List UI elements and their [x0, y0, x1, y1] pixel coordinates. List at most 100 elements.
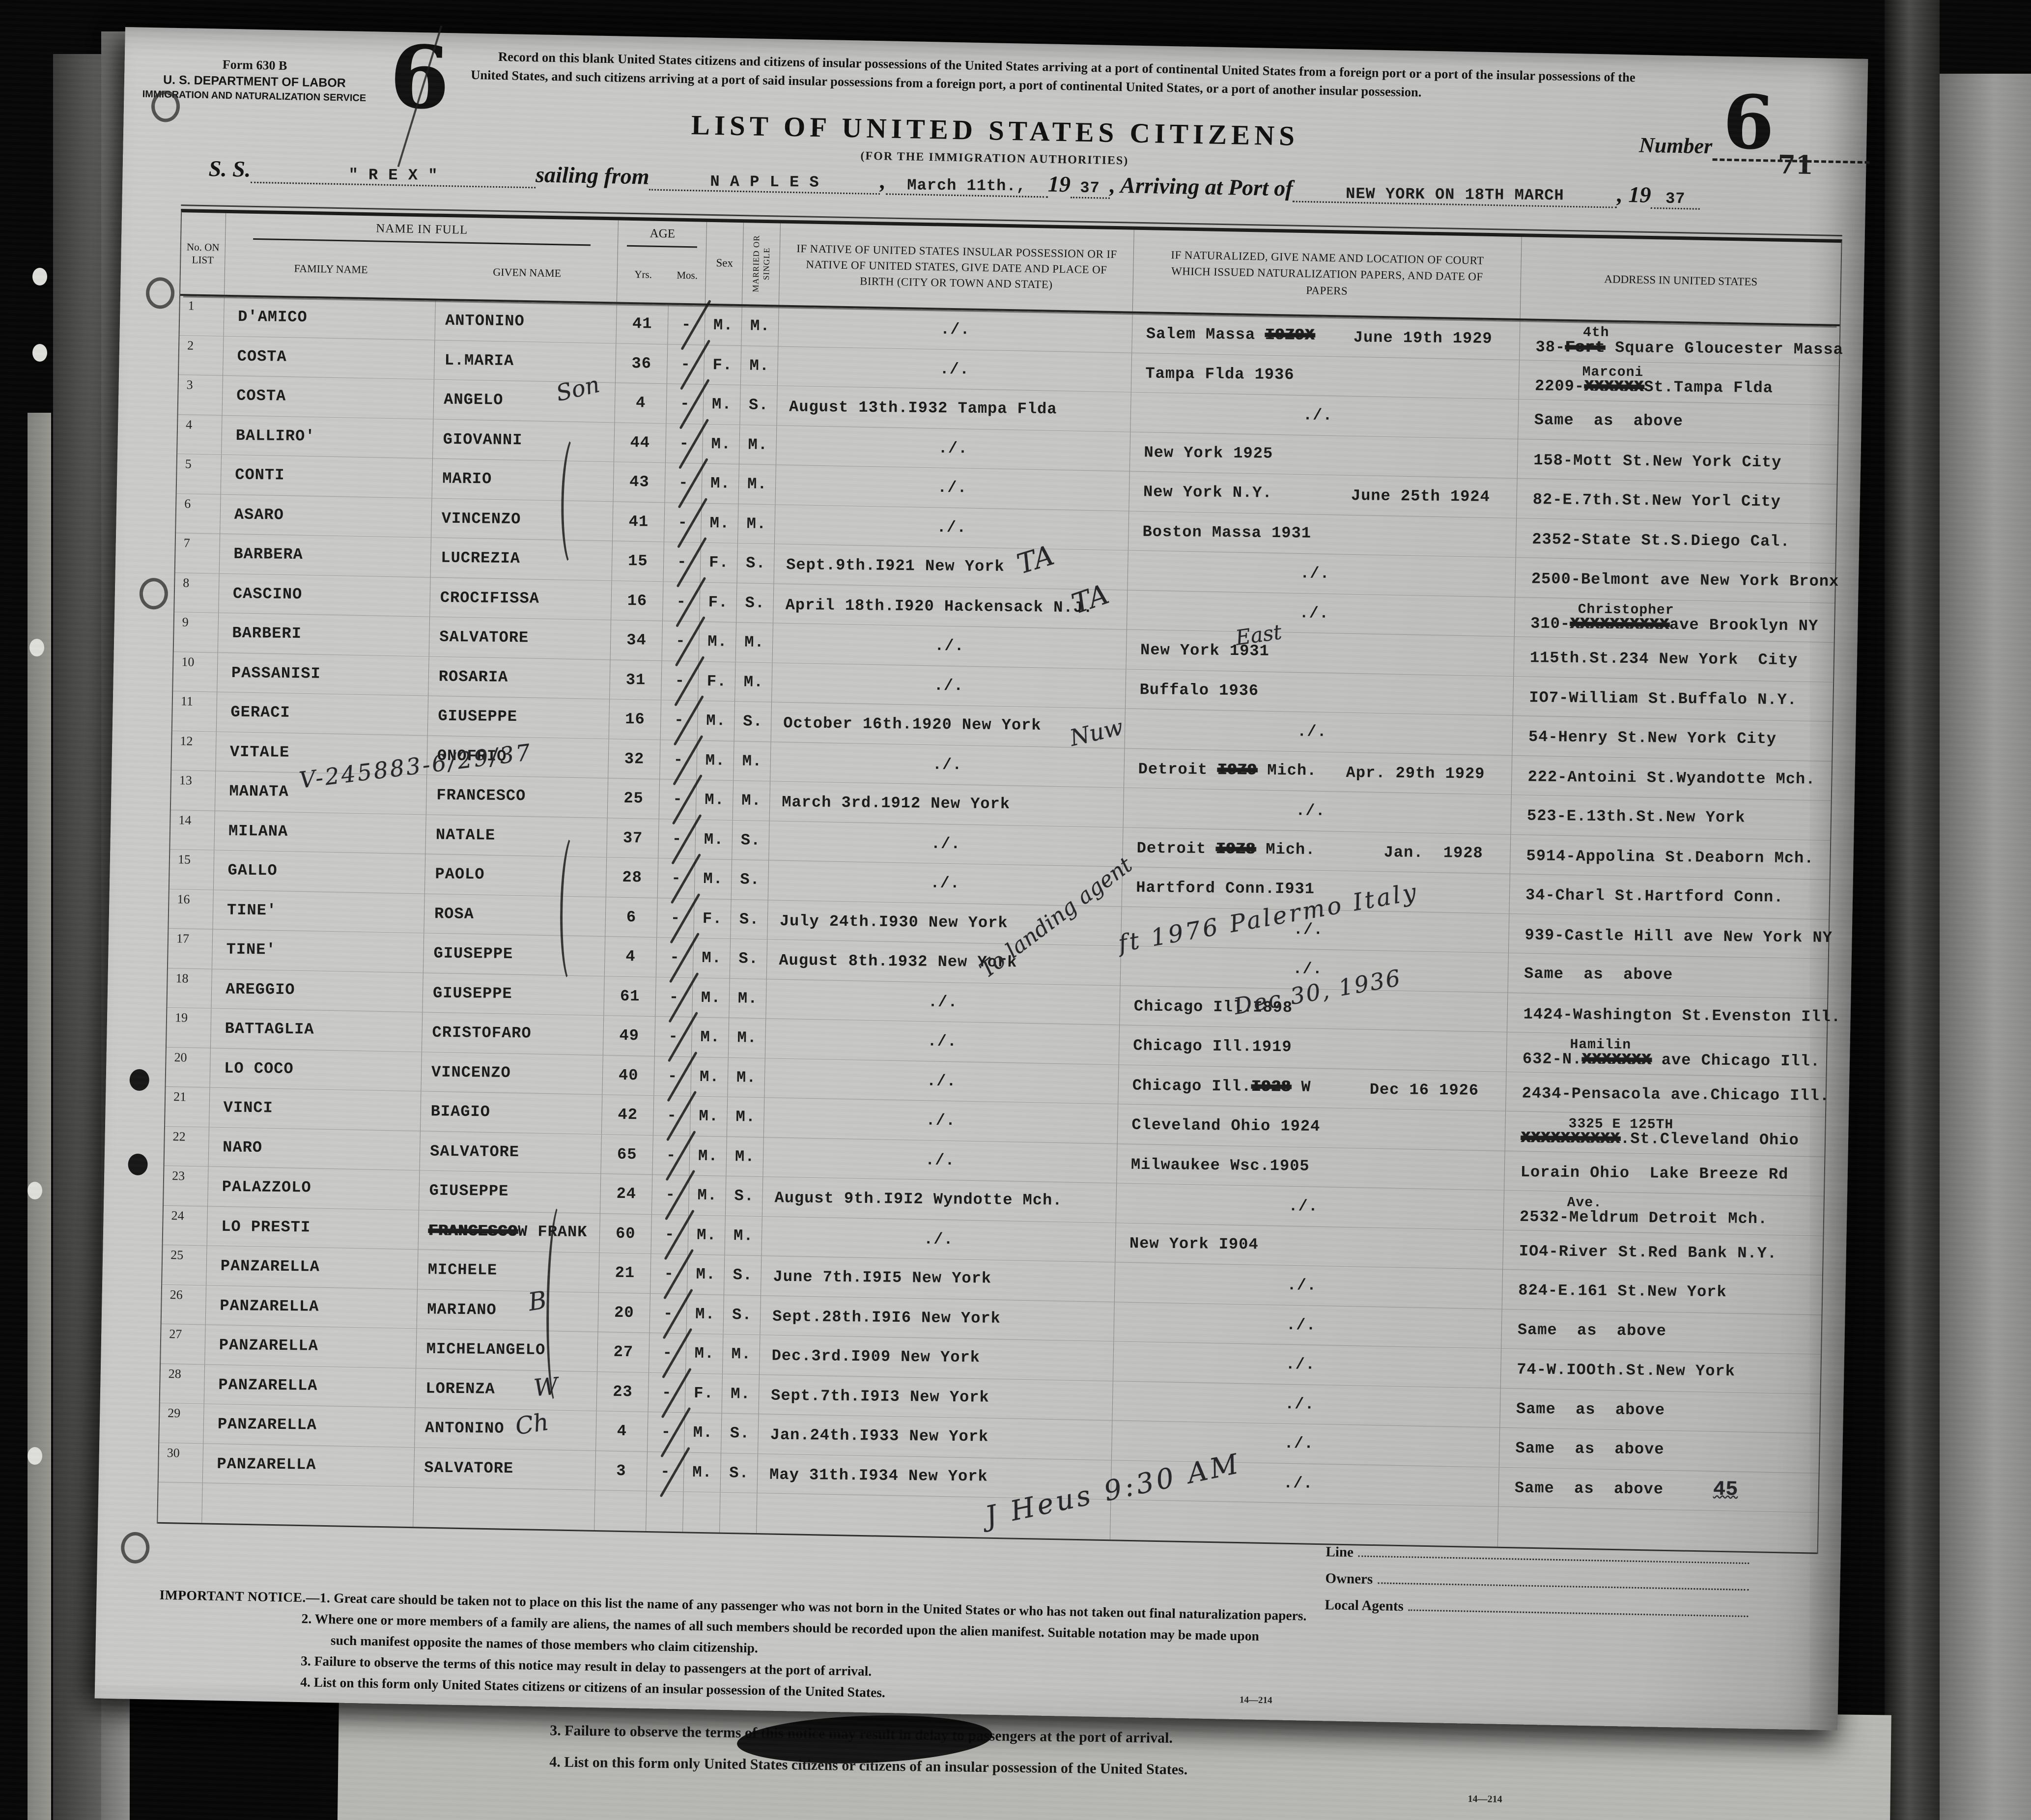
birth-info: October 16th.1920 New York [783, 714, 1042, 735]
naturalization-place: New York 1925 [1144, 443, 1273, 463]
departure-port: N A P L E S [710, 172, 819, 192]
punch-hole [28, 1182, 42, 1199]
given-name: ANTONINO [424, 1419, 505, 1438]
table-body: 1 D'AMICO ANTONINO 41 - M. M. ./. Salem … [158, 296, 1843, 1554]
row-number: 19 [166, 1007, 212, 1048]
naturalization-date: Jan. 1928 [1383, 843, 1484, 862]
married-or-single: M. [744, 633, 764, 652]
age-years: 49 [619, 1026, 640, 1045]
address: 310-XXXXXXXXXXave Brooklyn NY [1530, 614, 1819, 635]
sex: M. [697, 1186, 718, 1205]
sex: F. [706, 672, 727, 691]
form-instructions: Record on this blank United States citiz… [471, 49, 1636, 99]
arrival-year-prefix: , 19 [1617, 181, 1651, 207]
sex: M. [706, 711, 727, 730]
col-header-given-name: GIVEN NAME [493, 265, 562, 279]
given-name: FRANCESCO [436, 786, 526, 805]
birth-info: April 18th.I920 Hackensack N.J. [785, 596, 1094, 617]
address: 1424-Washington St.Evenston Ill. [1523, 1005, 1841, 1026]
row-number: 2 [179, 335, 224, 375]
birth-info: June 7th.I9I5 New York [773, 1267, 992, 1288]
sailing-from-label: sailing from [535, 162, 650, 189]
age-years: 3 [616, 1461, 627, 1480]
married-or-single: M. [747, 475, 767, 494]
birth-info: August 13th.I932 Tampa Flda [789, 398, 1057, 419]
address: 2434-Pensacola ave.Chicago Ill. [1522, 1084, 1830, 1105]
row-number: 20 [166, 1047, 211, 1087]
col-header-naturalized: IF NATURALIZED, GIVE NAME AND LOCATION O… [1132, 229, 1523, 319]
married-or-single: S. [745, 594, 765, 612]
row-number: 29 [159, 1403, 204, 1443]
married-or-single: M. [741, 791, 762, 810]
hole-mark [120, 1532, 150, 1564]
birth-info: ./. [926, 1111, 956, 1130]
address: 222-Antoini St.Wyandotte Mch. [1527, 768, 1816, 789]
arrival-port-field: NEW YORK ON 18TH MARCH [1293, 182, 1617, 208]
row-number: 14 [170, 810, 215, 850]
sex: M. [710, 474, 731, 493]
married-or-single: M. [737, 1028, 758, 1047]
sex: M. [703, 870, 724, 888]
age-months: - [680, 395, 690, 413]
given-name: GIOVANNI [443, 430, 523, 449]
sex: M. [711, 434, 732, 454]
address: Same as above [1534, 411, 1684, 431]
birth-info: Sept.28th.I9I6 New York [772, 1307, 1001, 1328]
family-name: PANZARELLA [217, 1454, 316, 1474]
row-number: 15 [169, 849, 215, 890]
age-years: 4 [636, 394, 646, 412]
birth-info: ./. [927, 1032, 958, 1051]
naturalization-place: ./. [1288, 1197, 1319, 1216]
address: 54-Henry St.New York City [1528, 728, 1777, 748]
given-name: ROSA [434, 904, 474, 923]
given-name: SALVATORE [429, 1142, 519, 1161]
row-number: 25 [162, 1245, 207, 1285]
row-number: 11 [172, 691, 218, 732]
family-name: LO COCO [224, 1059, 294, 1078]
address: Same as above [1515, 1439, 1665, 1459]
family-name: MILANA [228, 822, 288, 841]
sex: M. [700, 1028, 721, 1047]
age-months: - [672, 829, 682, 848]
col-header-age: AGE [649, 227, 676, 241]
age-years: 20 [614, 1303, 635, 1322]
married-or-single: S. [729, 1463, 749, 1482]
form-id: Form 630 B [222, 57, 287, 73]
family-name: GERACI [230, 703, 290, 722]
sex: M. [705, 751, 726, 770]
birth-info: ./. [925, 1151, 956, 1169]
address: 939-Castle Hill ave New York NY [1524, 926, 1833, 947]
address: IO4-River St.Red Bank N.Y. [1519, 1242, 1777, 1263]
naturalization-place: Tampa Flda 1936 [1145, 364, 1295, 384]
married-or-single: M. [746, 514, 767, 533]
sex: M. [709, 513, 730, 533]
given-name: MARIO [442, 469, 492, 488]
col-header-no: No. ON LIST [180, 212, 226, 295]
naturalization-place: Salem Massa I9Z9X [1146, 325, 1315, 345]
row-number: 1 [179, 296, 225, 336]
naturalization-place: ./. [1285, 1394, 1315, 1414]
birth-info: ./. [937, 478, 968, 497]
given-name: VINCENZO [441, 509, 521, 528]
married-or-single: S. [732, 1306, 752, 1324]
birth-info: ./. [926, 1072, 957, 1090]
col-header-family-name: FAMILY NAME [294, 261, 368, 276]
age-years: 34 [626, 631, 647, 650]
row-number: 21 [165, 1086, 210, 1127]
row-number: 5 [176, 454, 222, 494]
age-years: 42 [618, 1106, 638, 1124]
address: Lorain Ohio Lake Breeze Rd [1521, 1163, 1789, 1184]
family-name: TINE' [226, 901, 277, 920]
age-months: - [667, 1106, 677, 1125]
age-years: 31 [625, 670, 646, 689]
col-header-name-in-full: NAME IN FULL [376, 222, 468, 237]
given-name: NATALE [435, 825, 496, 845]
birth-info: ./. [936, 518, 967, 537]
age-months: - [681, 315, 692, 334]
hole-mark [145, 277, 175, 309]
birth-info: May 31th.I934 New York [769, 1465, 988, 1486]
address: 158-Mott St.New York City [1533, 451, 1782, 472]
birth-info: ./. [933, 676, 964, 695]
naturalization-place: ./. [1303, 406, 1333, 425]
naturalization-place: New York N.Y. [1143, 483, 1272, 502]
